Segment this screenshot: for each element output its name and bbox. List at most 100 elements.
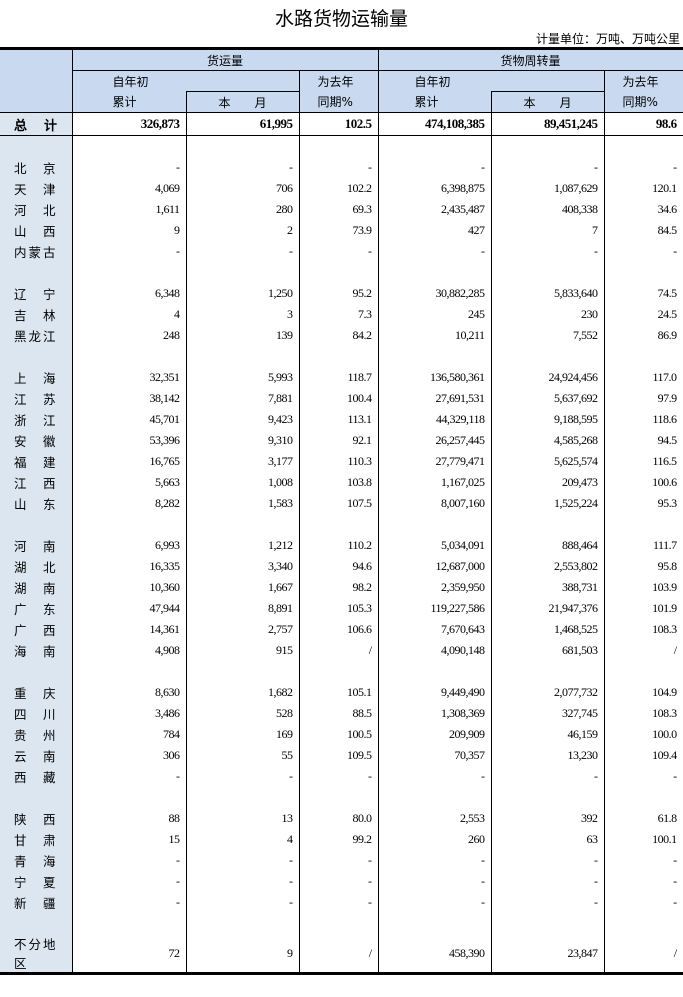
cargo-yoy-cell: 100.5 [298, 724, 379, 745]
header-corner [0, 47, 73, 113]
turnover-yoy-cell: 104.9 [603, 682, 683, 703]
turnover-month-cell: - [490, 871, 605, 892]
turnover-ytd-cell: 4,090,148 [377, 640, 492, 661]
turnover-ytd-cell: 12,687,000 [377, 556, 492, 577]
turnover-ytd-cell: 2,359,950 [377, 577, 492, 598]
turnover-month-cell: 13,230 [490, 745, 605, 766]
spacer-cell [377, 262, 492, 283]
region-cell: 内蒙古 [0, 241, 73, 262]
turnover-yoy-cell: 24.5 [603, 304, 683, 325]
cargo-ytd-cell: 38,142 [71, 388, 187, 409]
spacer-cell [71, 262, 187, 283]
cargo-ytd-cell: 8,630 [71, 682, 187, 703]
header-yoy-1: 为去年 同期% [298, 70, 379, 113]
turnover-yoy-cell: 97.9 [603, 388, 683, 409]
region-cell: 江 苏 [0, 388, 73, 409]
region-cell: 贵 州 [0, 724, 73, 745]
cargo-ytd-cell: 3,486 [71, 703, 187, 724]
turnover-yoy-cell: 118.6 [603, 409, 683, 430]
cargo-month-cell: 1,583 [185, 493, 300, 514]
table-row: 浙 江 45,701 9,423 113.1 44,329,118 9,188,595 11… [0, 409, 683, 430]
turnover-yoy-cell: 95.8 [603, 556, 683, 577]
cargo-month-cell: 5,993 [185, 367, 300, 388]
region-cell: 山 西 [0, 220, 73, 241]
cargo-yoy-cell: 110.3 [298, 451, 379, 472]
turnover-yoy-cell: 61.8 [603, 808, 683, 829]
cargo-ytd-cell: - [71, 871, 187, 892]
table-row: 青 海------ [0, 850, 683, 871]
region-cell: 湖 北 [0, 556, 73, 577]
region-cell: 青 海 [0, 850, 73, 871]
cargo-ytd-cell: 16,765 [71, 451, 187, 472]
header-yoy-bottom: 同期% [622, 94, 658, 109]
cargo-ytd-cell: 4 [71, 304, 187, 325]
cargo-month-cell: 706 [185, 178, 300, 199]
cargo-month-cell: 139 [185, 325, 300, 346]
turnover-ytd-cell: 27,691,531 [377, 388, 492, 409]
spacer-cell [603, 346, 683, 367]
cargo-month-cell: - [185, 892, 300, 913]
turnover-yoy-cell: 98.6 [603, 112, 683, 136]
turnover-ytd-cell: 427 [377, 220, 492, 241]
cargo-yoy-cell: 107.5 [298, 493, 379, 514]
table-row: 内蒙古 - - - - - - [0, 241, 683, 262]
region-cell: 山 东 [0, 493, 73, 514]
cargo-yoy-cell: 84.2 [298, 325, 379, 346]
cargo-month-cell: 9,423 [185, 409, 300, 430]
turnover-month-cell: - [490, 766, 605, 787]
region-cell: 不分地区 [0, 934, 73, 975]
cargo-ytd-cell: 248 [71, 325, 187, 346]
spacer-cell [377, 661, 492, 682]
region-cell: 上 海 [0, 367, 73, 388]
cargo-yoy-cell: 99.2 [298, 829, 379, 850]
header-yoy-top: 为去年 [317, 74, 354, 89]
turnover-ytd-cell: 245 [377, 304, 492, 325]
turnover-month-cell: 9,188,595 [490, 409, 605, 430]
region-cell: 重 庆 [0, 682, 73, 703]
spacer-cell [377, 514, 492, 535]
spacer-row [0, 661, 683, 682]
cargo-yoy-cell: - [298, 892, 379, 913]
cargo-yoy-cell: - [298, 157, 379, 178]
turnover-month-cell: 5,833,640 [490, 283, 605, 304]
cargo-ytd-cell: 4,908 [71, 640, 187, 661]
turnover-yoy-cell: 100.1 [603, 829, 683, 850]
turnover-ytd-cell: - [377, 850, 492, 871]
spacer-cell [603, 514, 683, 535]
turnover-month-cell: 1,525,224 [490, 493, 605, 514]
turnover-yoy-cell: / [603, 934, 683, 975]
turnover-month-cell: 5,625,574 [490, 451, 605, 472]
turnover-month-cell: 24,924,456 [490, 367, 605, 388]
region-cell: 四 川 [0, 703, 73, 724]
cargo-month-cell: 280 [185, 199, 300, 220]
cargo-month-cell: - [185, 871, 300, 892]
turnover-ytd-cell: - [377, 766, 492, 787]
table-row: 陕 西 88 13 80.0 2,553 392 61.8 [0, 808, 683, 829]
turnover-month-cell: 21,947,376 [490, 598, 605, 619]
table-row: 广 东 47,944 8,891 105.3 119,227,586 21,947,376… [0, 598, 683, 619]
header-freight-turnover: 货物周转量 [377, 47, 683, 71]
cargo-month-cell: 4 [185, 829, 300, 850]
turnover-yoy-cell: - [603, 871, 683, 892]
spacer-cell [298, 514, 379, 535]
table-row: 山 西 9 2 73.9 427 7 84.5 [0, 220, 683, 241]
turnover-month-cell: 63 [490, 829, 605, 850]
header-month-2: 本 月 [490, 91, 605, 113]
region-cell: 北 京 [0, 157, 73, 178]
turnover-ytd-cell: 9,449,490 [377, 682, 492, 703]
spacer-cell [71, 913, 187, 934]
cargo-month-cell: 9,310 [185, 430, 300, 451]
turnover-ytd-cell: 119,227,586 [377, 598, 492, 619]
turnover-yoy-cell: 109.4 [603, 745, 683, 766]
turnover-yoy-cell: 100.6 [603, 472, 683, 493]
cargo-ytd-cell: 1,611 [71, 199, 187, 220]
spacer-cell [71, 787, 187, 808]
turnover-ytd-cell: 10,211 [377, 325, 492, 346]
spacer-cell [0, 661, 73, 682]
turnover-yoy-cell: - [603, 157, 683, 178]
spacer-row [0, 913, 683, 934]
cargo-month-cell: - [185, 241, 300, 262]
turnover-month-cell: 7 [490, 220, 605, 241]
spacer-cell [603, 787, 683, 808]
cargo-ytd-cell: 72 [71, 934, 187, 975]
